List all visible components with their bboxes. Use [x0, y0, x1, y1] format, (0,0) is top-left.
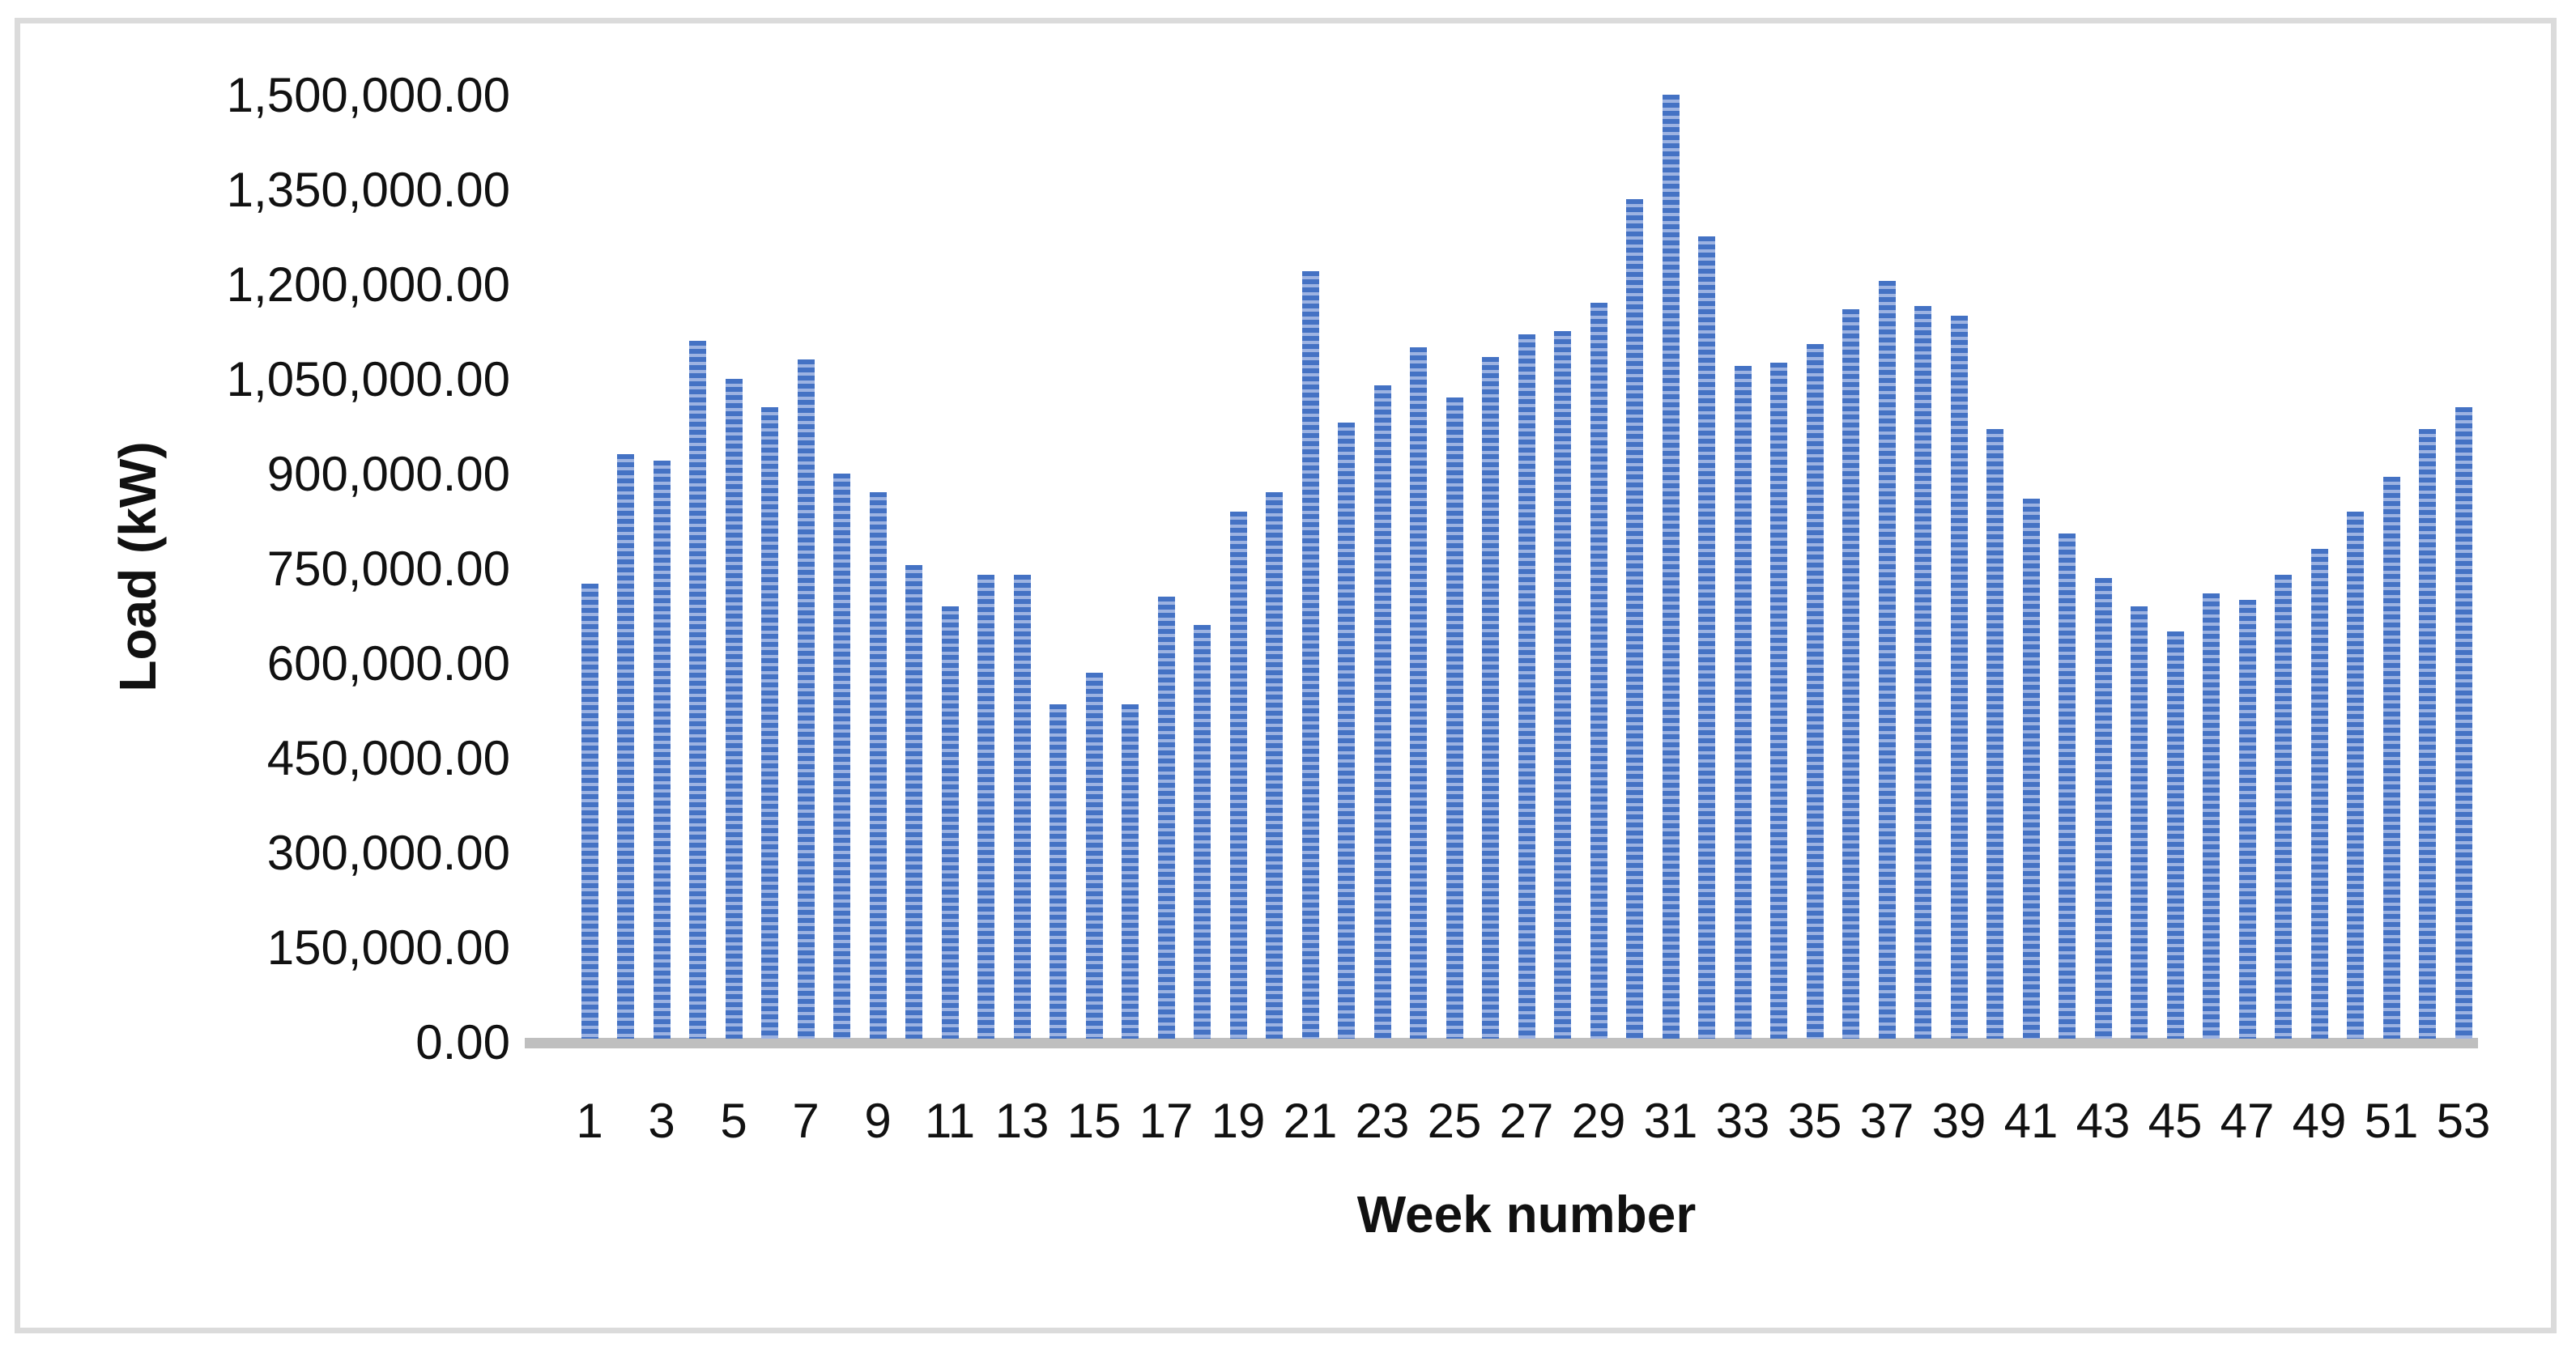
x-tick-label: 51 [2364, 1094, 2419, 1148]
y-axis-title: Load (kW) [109, 441, 167, 692]
x-tick-label: 11 [924, 1094, 976, 1148]
bar-week-7 [798, 359, 815, 1039]
bar-week-16 [1122, 704, 1139, 1039]
bar-week-3 [654, 461, 671, 1039]
bar-week-29 [1590, 303, 1607, 1039]
x-tick-label: 49 [2292, 1094, 2347, 1148]
bar-week-24 [1410, 347, 1427, 1039]
y-tick-label: 300,000.00 [266, 826, 510, 880]
bar-week-21 [1302, 271, 1319, 1039]
x-tick-label: 41 [2003, 1094, 2059, 1148]
bar-week-53 [2455, 407, 2472, 1039]
x-tick-label: 47 [2220, 1094, 2275, 1148]
bar-week-44 [2131, 606, 2148, 1039]
x-tick-label: 9 [864, 1094, 892, 1148]
bar-week-12 [977, 575, 994, 1039]
bar-week-19 [1230, 512, 1247, 1039]
bar-week-17 [1158, 597, 1175, 1039]
x-tick-label: 39 [1931, 1094, 1986, 1148]
x-tick-label: 19 [1211, 1094, 1266, 1148]
x-tick-label: 25 [1427, 1094, 1482, 1148]
x-axis-title: Week number [1356, 1185, 1697, 1243]
bar-week-38 [1914, 306, 1931, 1039]
bar-week-11 [942, 606, 959, 1039]
x-tick-label: 13 [994, 1094, 1050, 1148]
bar-week-36 [1842, 309, 1859, 1039]
x-tick-label: 3 [648, 1094, 675, 1148]
bar-week-23 [1374, 385, 1391, 1039]
bar-week-50 [2347, 512, 2364, 1039]
y-tick-label: 900,000.00 [266, 447, 510, 501]
x-tick-label: 17 [1139, 1094, 1194, 1148]
bar-week-39 [1951, 316, 1968, 1039]
bar-week-4 [689, 341, 706, 1039]
x-tick-label: 37 [1859, 1094, 1914, 1148]
x-tick-label: 27 [1499, 1094, 1554, 1148]
y-tick-label: 1,350,000.00 [226, 163, 510, 217]
x-tick-label: 5 [720, 1094, 747, 1148]
bar-week-45 [2167, 631, 2184, 1039]
bar-week-35 [1807, 344, 1824, 1039]
bar-week-46 [2203, 593, 2220, 1039]
bar-week-13 [1014, 575, 1031, 1039]
bar-week-22 [1338, 423, 1355, 1039]
x-tick-label: 43 [2076, 1094, 2131, 1148]
x-tick-label: 21 [1283, 1094, 1338, 1148]
x-tick-label: 23 [1355, 1094, 1410, 1148]
bar-week-40 [1986, 429, 2003, 1039]
bar-week-15 [1086, 673, 1103, 1039]
bar-week-2 [617, 454, 634, 1039]
x-tick-label: 53 [2436, 1094, 2491, 1148]
bar-week-5 [726, 379, 743, 1039]
bar-week-37 [1879, 281, 1896, 1039]
x-axis-line [525, 1038, 2478, 1048]
bar-week-47 [2239, 600, 2256, 1039]
y-tick-label: 450,000.00 [266, 731, 510, 785]
y-tick-label: 750,000.00 [266, 542, 510, 596]
bar-week-30 [1626, 199, 1643, 1039]
x-tick-label: 1 [576, 1094, 603, 1148]
x-tick-label: 29 [1571, 1094, 1626, 1148]
bar-week-18 [1194, 625, 1211, 1039]
y-tick-label: 150,000.00 [266, 920, 510, 975]
bar-week-8 [833, 474, 850, 1039]
bar-week-31 [1663, 95, 1680, 1039]
bar-week-33 [1735, 366, 1752, 1039]
bar-week-49 [2311, 549, 2328, 1039]
bar-week-10 [905, 565, 922, 1039]
bar-week-43 [2095, 578, 2112, 1039]
bar-week-51 [2383, 477, 2400, 1039]
y-tick-label: 1,050,000.00 [226, 352, 510, 406]
bar-week-27 [1518, 334, 1535, 1039]
x-tick-label: 45 [2148, 1094, 2203, 1148]
bar-week-9 [870, 492, 887, 1039]
bar-week-48 [2275, 575, 2292, 1039]
bar-week-42 [2059, 533, 2076, 1039]
y-tick-label: 0.00 [415, 1015, 510, 1069]
x-tick-label: 15 [1067, 1094, 1122, 1148]
bar-week-52 [2419, 429, 2436, 1039]
x-tick-label: 31 [1643, 1094, 1698, 1148]
y-tick-label: 600,000.00 [266, 636, 510, 691]
y-tick-label: 1,500,000.00 [226, 68, 510, 122]
bar-week-41 [2023, 499, 2040, 1039]
bar-week-1 [581, 584, 598, 1039]
bar-week-14 [1050, 704, 1067, 1039]
y-tick-label: 1,200,000.00 [226, 257, 510, 312]
bar-week-25 [1446, 397, 1463, 1039]
bar-week-34 [1770, 363, 1787, 1039]
x-tick-label: 33 [1715, 1094, 1770, 1148]
bar-week-28 [1554, 331, 1571, 1039]
bar-week-20 [1266, 492, 1283, 1039]
bar-week-32 [1698, 236, 1715, 1039]
x-tick-label: 7 [792, 1094, 820, 1148]
bar-week-26 [1482, 357, 1499, 1039]
bar-week-6 [761, 407, 778, 1039]
x-tick-label: 35 [1787, 1094, 1842, 1148]
